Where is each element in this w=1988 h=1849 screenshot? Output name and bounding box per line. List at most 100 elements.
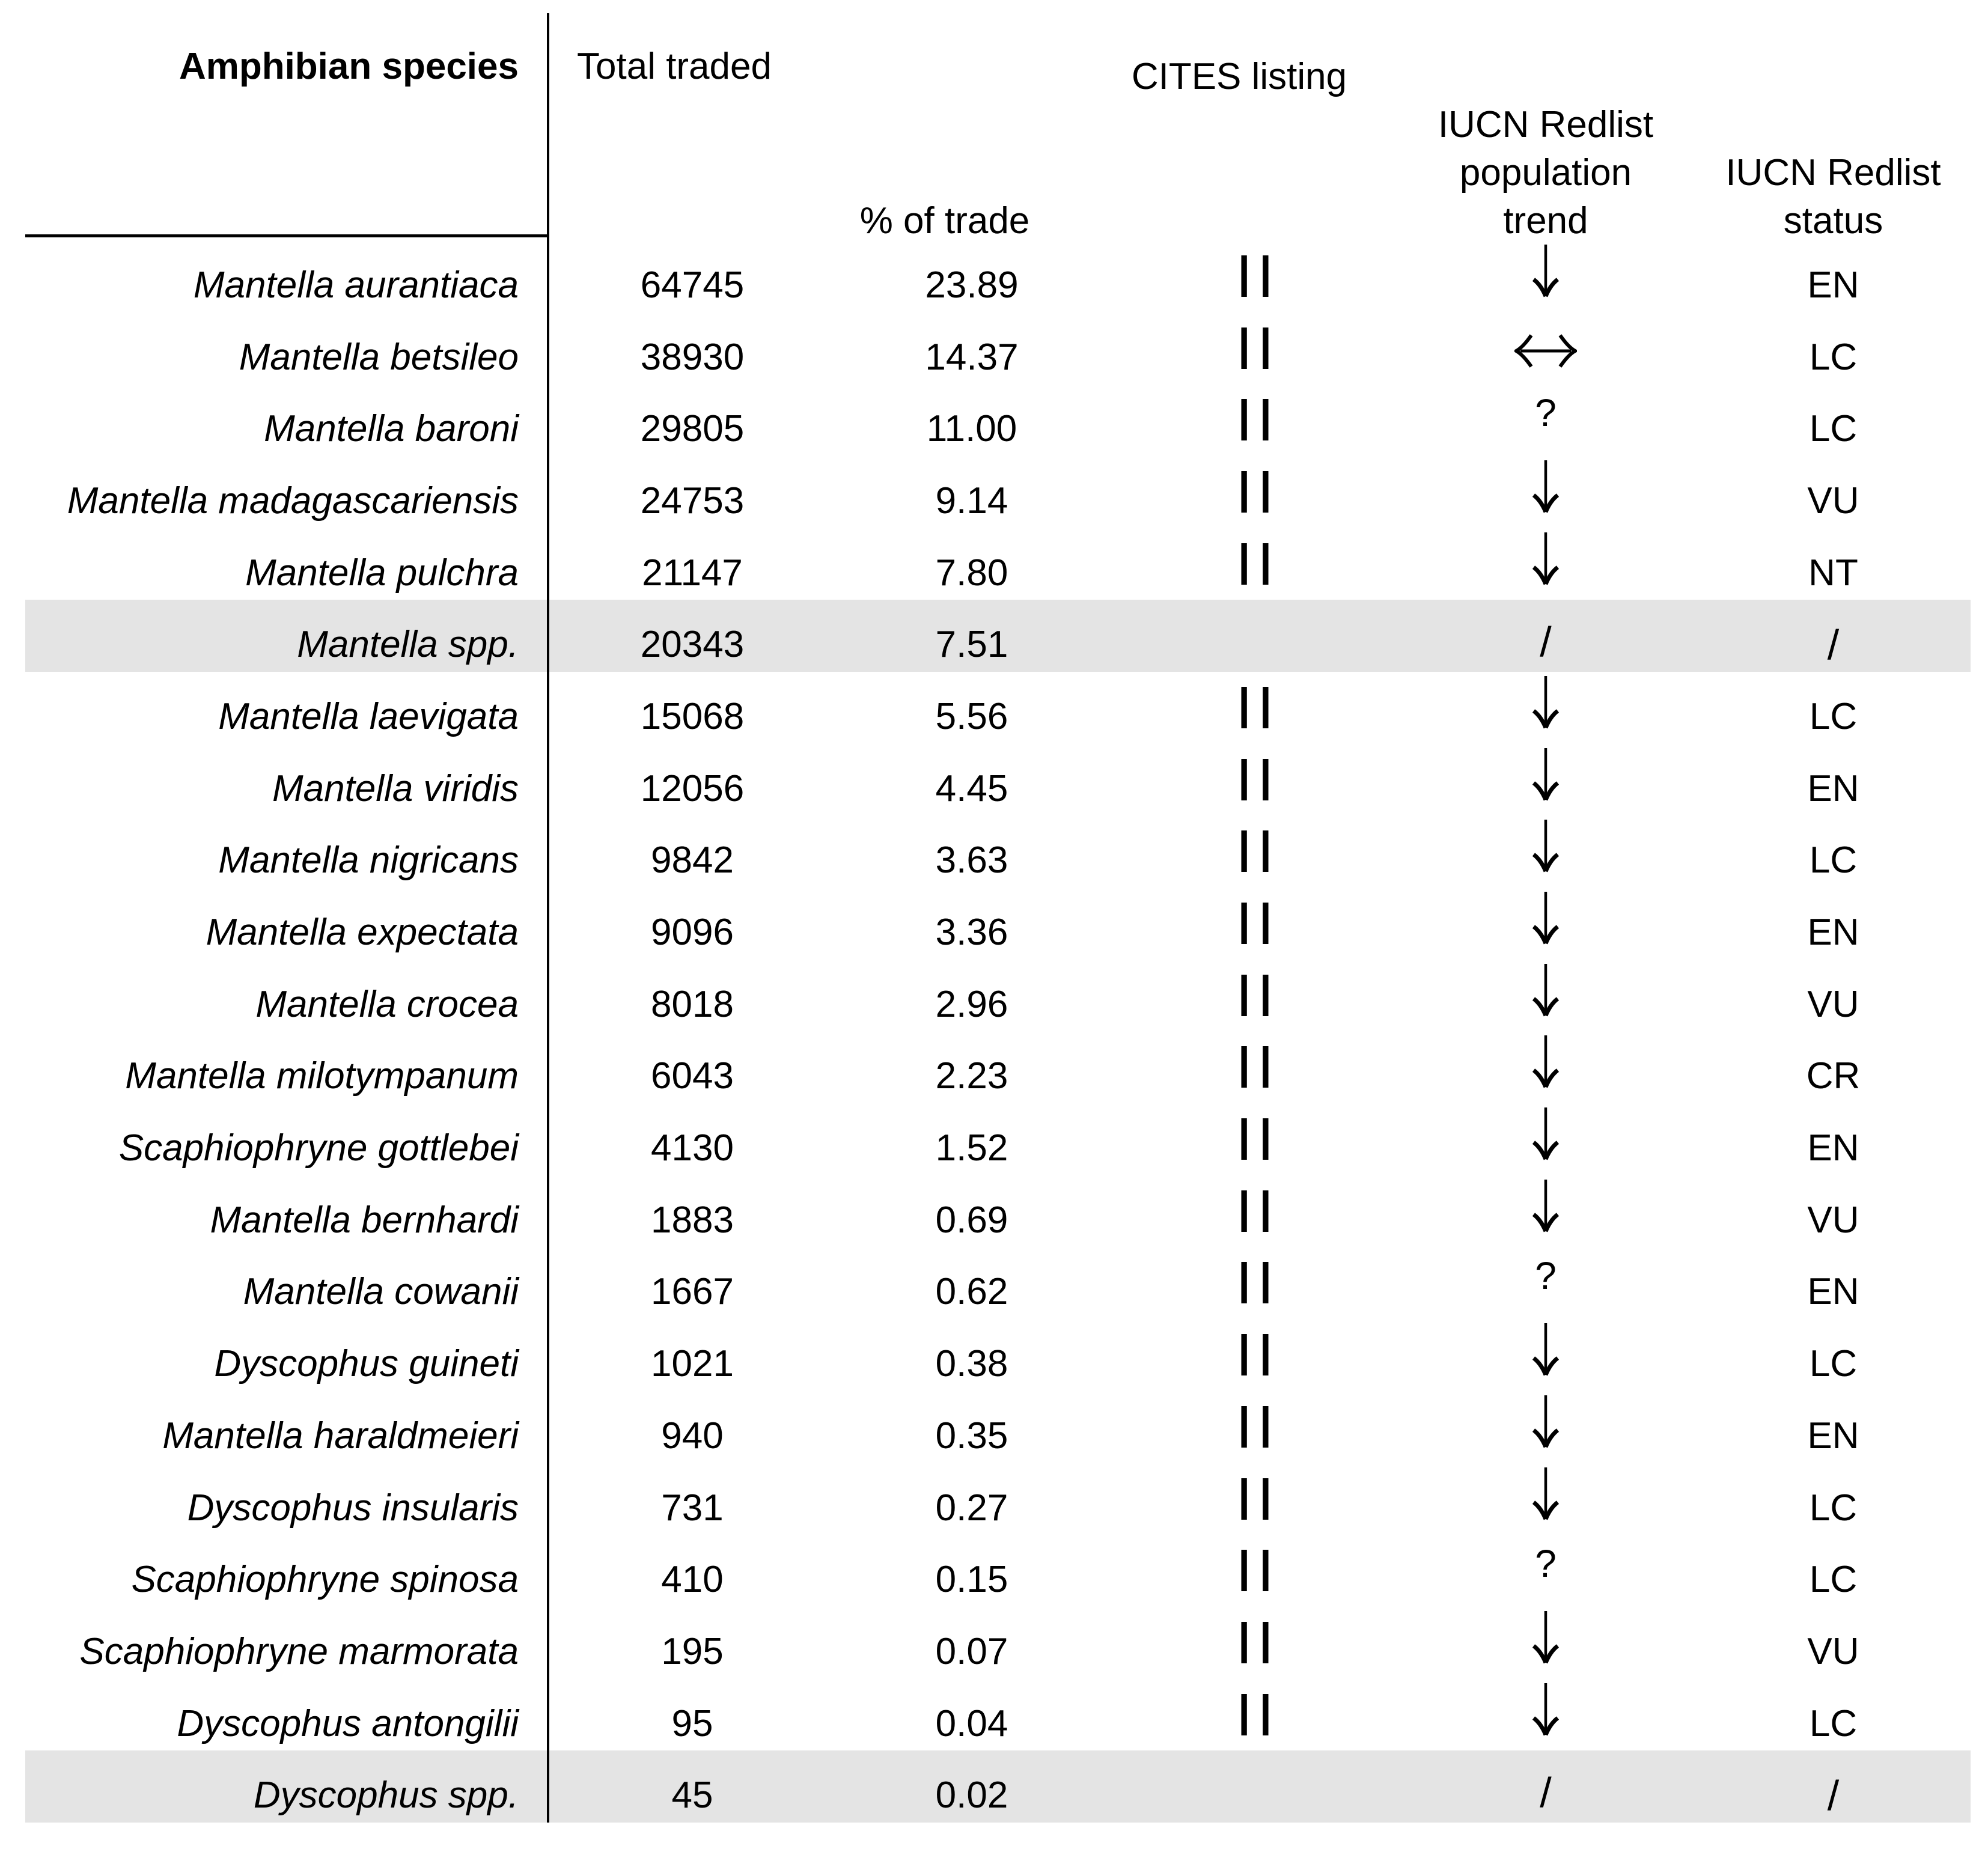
pct-of-trade-cell: 2.23 xyxy=(837,1032,1107,1104)
population-trend-cell xyxy=(1395,240,1696,312)
redlist-status-value: VU xyxy=(1807,1199,1859,1241)
pct-of-trade-cell: 23.89 xyxy=(837,240,1107,312)
total-traded-cell: 15068 xyxy=(548,672,837,744)
total-traded-value: 1883 xyxy=(651,1199,734,1241)
population-trend-cell xyxy=(1395,528,1696,600)
pct-of-trade-value: 2.23 xyxy=(935,1055,1008,1097)
species-name: Mantella viridis xyxy=(272,767,519,809)
redlist-status-cell: LC xyxy=(1696,816,1971,888)
total-traded-cell: 6043 xyxy=(548,1032,837,1104)
total-traded-value: 195 xyxy=(661,1630,724,1672)
population-trend-cell xyxy=(1395,456,1696,528)
cites-listing-cell: II xyxy=(1107,1607,1395,1679)
cites-listing-value: II xyxy=(1236,242,1279,310)
total-traded-cell: 1021 xyxy=(548,1319,837,1391)
population-trend-cell: / xyxy=(1395,600,1696,672)
population-trend-cell xyxy=(1395,1391,1696,1463)
pct-of-trade-value: 0.07 xyxy=(935,1630,1008,1672)
species-cell: Scaphiophryne spinosa xyxy=(25,1535,548,1607)
col-header-cites-listing-label: CITES listing xyxy=(1131,56,1347,97)
cites-listing-value: II xyxy=(1236,1177,1279,1245)
table-row: Mantella milotympanum 6043 2.23 II CR xyxy=(25,1032,1971,1104)
redlist-status-cell: VU xyxy=(1696,456,1971,528)
cites-listing-value: II xyxy=(1236,1249,1279,1317)
species-name: Mantella nigricans xyxy=(218,839,519,882)
species-name: Dyscophus guineti xyxy=(214,1343,519,1385)
total-traded-value: 1021 xyxy=(651,1343,734,1385)
population-trend-cell xyxy=(1395,1175,1696,1247)
species-cell: Scaphiophryne gottlebei xyxy=(25,1103,548,1175)
trend-down-icon xyxy=(1532,1179,1560,1232)
col-header-total-traded-label: Total traded xyxy=(577,46,772,87)
pct-of-trade-value: 3.36 xyxy=(935,912,1008,954)
redlist-status-cell: VU xyxy=(1696,1175,1971,1247)
redlist-status-value: LC xyxy=(1809,1487,1858,1529)
species-name: Mantella aurantiaca xyxy=(193,264,519,306)
pct-of-trade-value: 0.04 xyxy=(935,1702,1008,1744)
cites-listing-value: II xyxy=(1236,386,1279,454)
trend-header-line1: IUCN Redlist xyxy=(1438,104,1654,145)
population-trend-cell xyxy=(1395,1103,1696,1175)
species-cell: Mantella baroni xyxy=(25,384,548,456)
redlist-status-value: LC xyxy=(1809,1343,1858,1385)
total-traded-cell: 21147 xyxy=(548,528,837,600)
species-name: Scaphiophryne spinosa xyxy=(131,1559,519,1601)
species-name: Mantella baroni xyxy=(264,408,519,450)
pct-of-trade-cell: 0.69 xyxy=(837,1175,1107,1247)
status-header-line1: IUCN Redlist xyxy=(1725,152,1941,193)
redlist-status-value: LC xyxy=(1809,336,1858,378)
trend-down-icon xyxy=(1532,1323,1560,1376)
total-traded-cell: 38930 xyxy=(548,312,837,385)
species-name: Mantella pulchra xyxy=(245,552,519,594)
species-name: Dyscophus spp. xyxy=(253,1774,519,1817)
trend-down-icon xyxy=(1532,1107,1560,1160)
pct-of-trade-value: 1.52 xyxy=(935,1127,1008,1169)
table-row: Mantella crocea 8018 2.96 II VU xyxy=(25,960,1971,1032)
total-traded-value: 410 xyxy=(661,1559,724,1601)
population-trend-cell: ? xyxy=(1395,384,1696,456)
redlist-status-cell: EN xyxy=(1696,1247,1971,1320)
table-row: Mantella spp. 20343 7.51 / / xyxy=(25,600,1971,672)
cites-listing-value: II xyxy=(1236,1681,1279,1749)
table-row: Mantella laevigata 15068 5.56 II LC xyxy=(25,672,1971,744)
total-traded-cell: 731 xyxy=(548,1463,837,1535)
trend-down-icon xyxy=(1532,460,1560,513)
col-header-cites-listing: CITES listing xyxy=(1107,0,1395,245)
trend-down-icon xyxy=(1532,244,1560,297)
total-traded-cell: 1883 xyxy=(548,1175,837,1247)
total-traded-cell: 195 xyxy=(548,1607,837,1679)
col-header-iucn-population-trend: IUCN Redlist population trend xyxy=(1395,0,1696,245)
table-row: Mantella cowanii 1667 0.62 II ? EN xyxy=(25,1247,1971,1320)
pct-of-trade-value: 0.69 xyxy=(935,1199,1008,1241)
population-trend-cell xyxy=(1395,1463,1696,1535)
table-row: Scaphiophryne spinosa 410 0.15 II ? LC xyxy=(25,1535,1971,1607)
pct-of-trade-value: 11.00 xyxy=(926,408,1017,450)
table-row: Mantella nigricans 9842 3.63 II LC xyxy=(25,816,1971,888)
pct-of-trade-value: 0.35 xyxy=(935,1415,1008,1457)
redlist-status-cell: LC xyxy=(1696,672,1971,744)
population-trend-cell xyxy=(1395,888,1696,960)
species-cell: Mantella bernhardi xyxy=(25,1175,548,1247)
cites-listing-value: II xyxy=(1236,1609,1279,1677)
redlist-status-value: VU xyxy=(1807,480,1859,522)
total-traded-cell: 4130 xyxy=(548,1103,837,1175)
redlist-status-cell: EN xyxy=(1696,888,1971,960)
species-name: Scaphiophryne marmorata xyxy=(79,1630,519,1672)
population-trend-cell: ? xyxy=(1395,1535,1696,1607)
col-header-amphibian-species-label: Amphibian species xyxy=(178,46,519,87)
trend-down-icon xyxy=(1532,1683,1560,1735)
total-traded-cell: 9096 xyxy=(548,888,837,960)
table-row: Dyscophus spp. 45 0.02 / / xyxy=(25,1750,1971,1823)
redlist-status-value: / xyxy=(1827,621,1840,669)
pct-of-trade-cell: 0.15 xyxy=(837,1535,1107,1607)
pct-of-trade-value: 5.56 xyxy=(935,695,1008,737)
trend-none-icon: / xyxy=(1540,618,1552,666)
pct-of-trade-cell: 0.27 xyxy=(837,1463,1107,1535)
redlist-status-value: EN xyxy=(1807,1127,1859,1169)
species-name: Scaphiophryne gottlebei xyxy=(118,1127,519,1169)
cites-listing-value: II xyxy=(1236,1465,1279,1533)
table-row: Mantella expectata 9096 3.36 II EN xyxy=(25,888,1971,960)
pct-of-trade-value: 0.38 xyxy=(935,1343,1008,1385)
col-header-iucn-population-trend-label: IUCN Redlist population trend xyxy=(1395,101,1696,245)
trend-down-icon xyxy=(1532,1395,1560,1448)
